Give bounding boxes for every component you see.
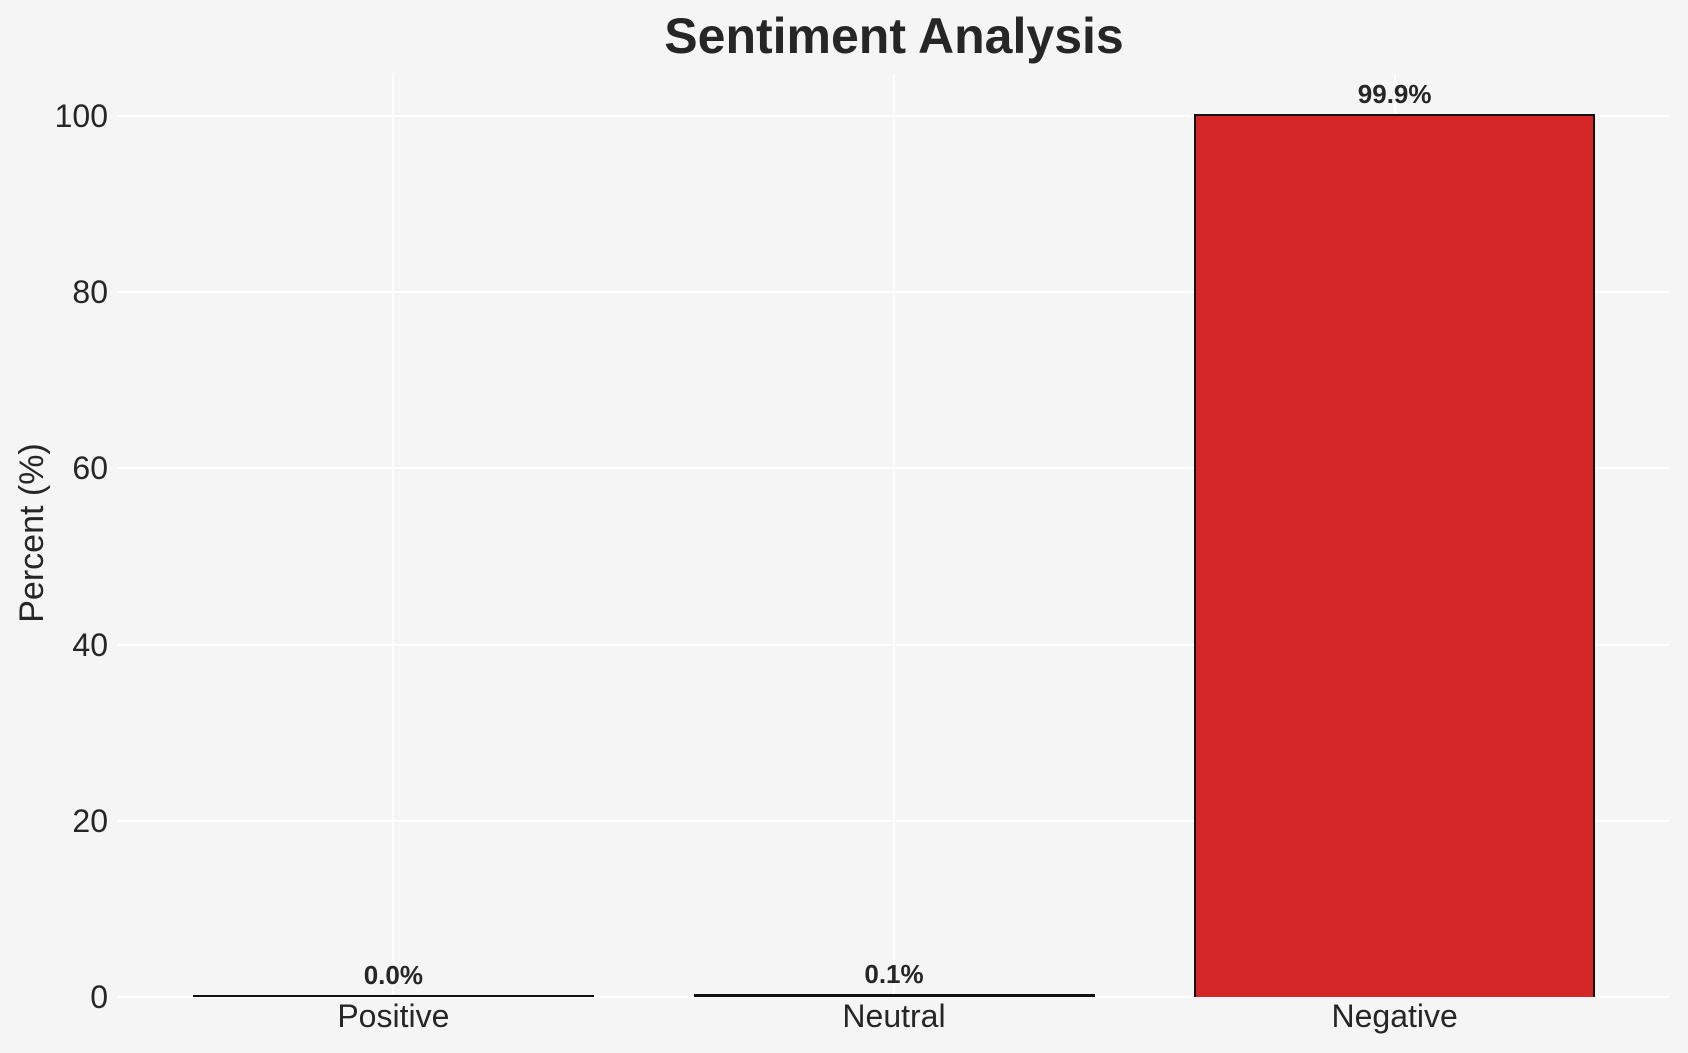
y-tick-label: 100: [54, 98, 108, 134]
y-tick-label: 80: [72, 274, 108, 311]
y-gridline: [118, 996, 1670, 998]
value-label: 99.9%: [1357, 79, 1432, 110]
bar-neutral: [694, 993, 1095, 997]
y-tick-label: 40: [72, 626, 108, 663]
x-tick-label: Neutral: [842, 998, 946, 1034]
value-label: 0.0%: [363, 959, 423, 990]
y-tick-label: 20: [72, 802, 108, 839]
value-label: 0.1%: [864, 958, 924, 989]
x-gridline: [392, 74, 395, 997]
y-tick-label: 0: [90, 979, 108, 1015]
bar-positive: [193, 994, 594, 997]
bar-negative: [1194, 114, 1595, 997]
x-tick-label: Negative: [1331, 998, 1458, 1034]
x-gridline: [893, 74, 895, 997]
chart-title: Sentiment Analysis: [664, 8, 1124, 64]
y-tick-label: 60: [72, 450, 108, 487]
x-tick-label: Positive: [337, 998, 450, 1034]
